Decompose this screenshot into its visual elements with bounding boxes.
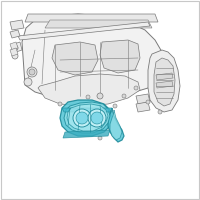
Polygon shape	[60, 100, 112, 136]
Polygon shape	[154, 58, 175, 106]
Circle shape	[97, 93, 103, 99]
Polygon shape	[14, 42, 22, 52]
Polygon shape	[64, 102, 110, 133]
Polygon shape	[10, 48, 18, 56]
Polygon shape	[136, 102, 150, 112]
Polygon shape	[108, 108, 124, 142]
Polygon shape	[18, 22, 150, 40]
Polygon shape	[63, 130, 110, 138]
Circle shape	[146, 100, 150, 104]
Polygon shape	[148, 50, 180, 112]
Polygon shape	[38, 74, 140, 106]
Circle shape	[122, 94, 126, 98]
Polygon shape	[25, 14, 158, 22]
Polygon shape	[100, 40, 140, 73]
Polygon shape	[62, 108, 112, 112]
Polygon shape	[136, 94, 150, 104]
Polygon shape	[10, 20, 24, 30]
Circle shape	[73, 109, 91, 127]
Circle shape	[134, 86, 138, 90]
Circle shape	[12, 53, 18, 59]
Polygon shape	[45, 20, 152, 28]
Circle shape	[12, 45, 18, 51]
Circle shape	[86, 95, 90, 99]
Circle shape	[113, 104, 117, 108]
Circle shape	[88, 109, 106, 127]
Circle shape	[24, 78, 32, 86]
Polygon shape	[10, 42, 18, 50]
Circle shape	[91, 112, 103, 124]
Polygon shape	[67, 104, 108, 131]
Circle shape	[27, 67, 37, 77]
Polygon shape	[156, 81, 173, 88]
Circle shape	[58, 102, 62, 106]
Circle shape	[29, 69, 35, 75]
Polygon shape	[10, 30, 20, 38]
Circle shape	[76, 112, 88, 124]
Polygon shape	[110, 110, 122, 140]
Circle shape	[98, 136, 102, 140]
Polygon shape	[52, 42, 98, 75]
Circle shape	[158, 110, 162, 114]
Polygon shape	[22, 14, 165, 100]
Polygon shape	[156, 73, 173, 80]
